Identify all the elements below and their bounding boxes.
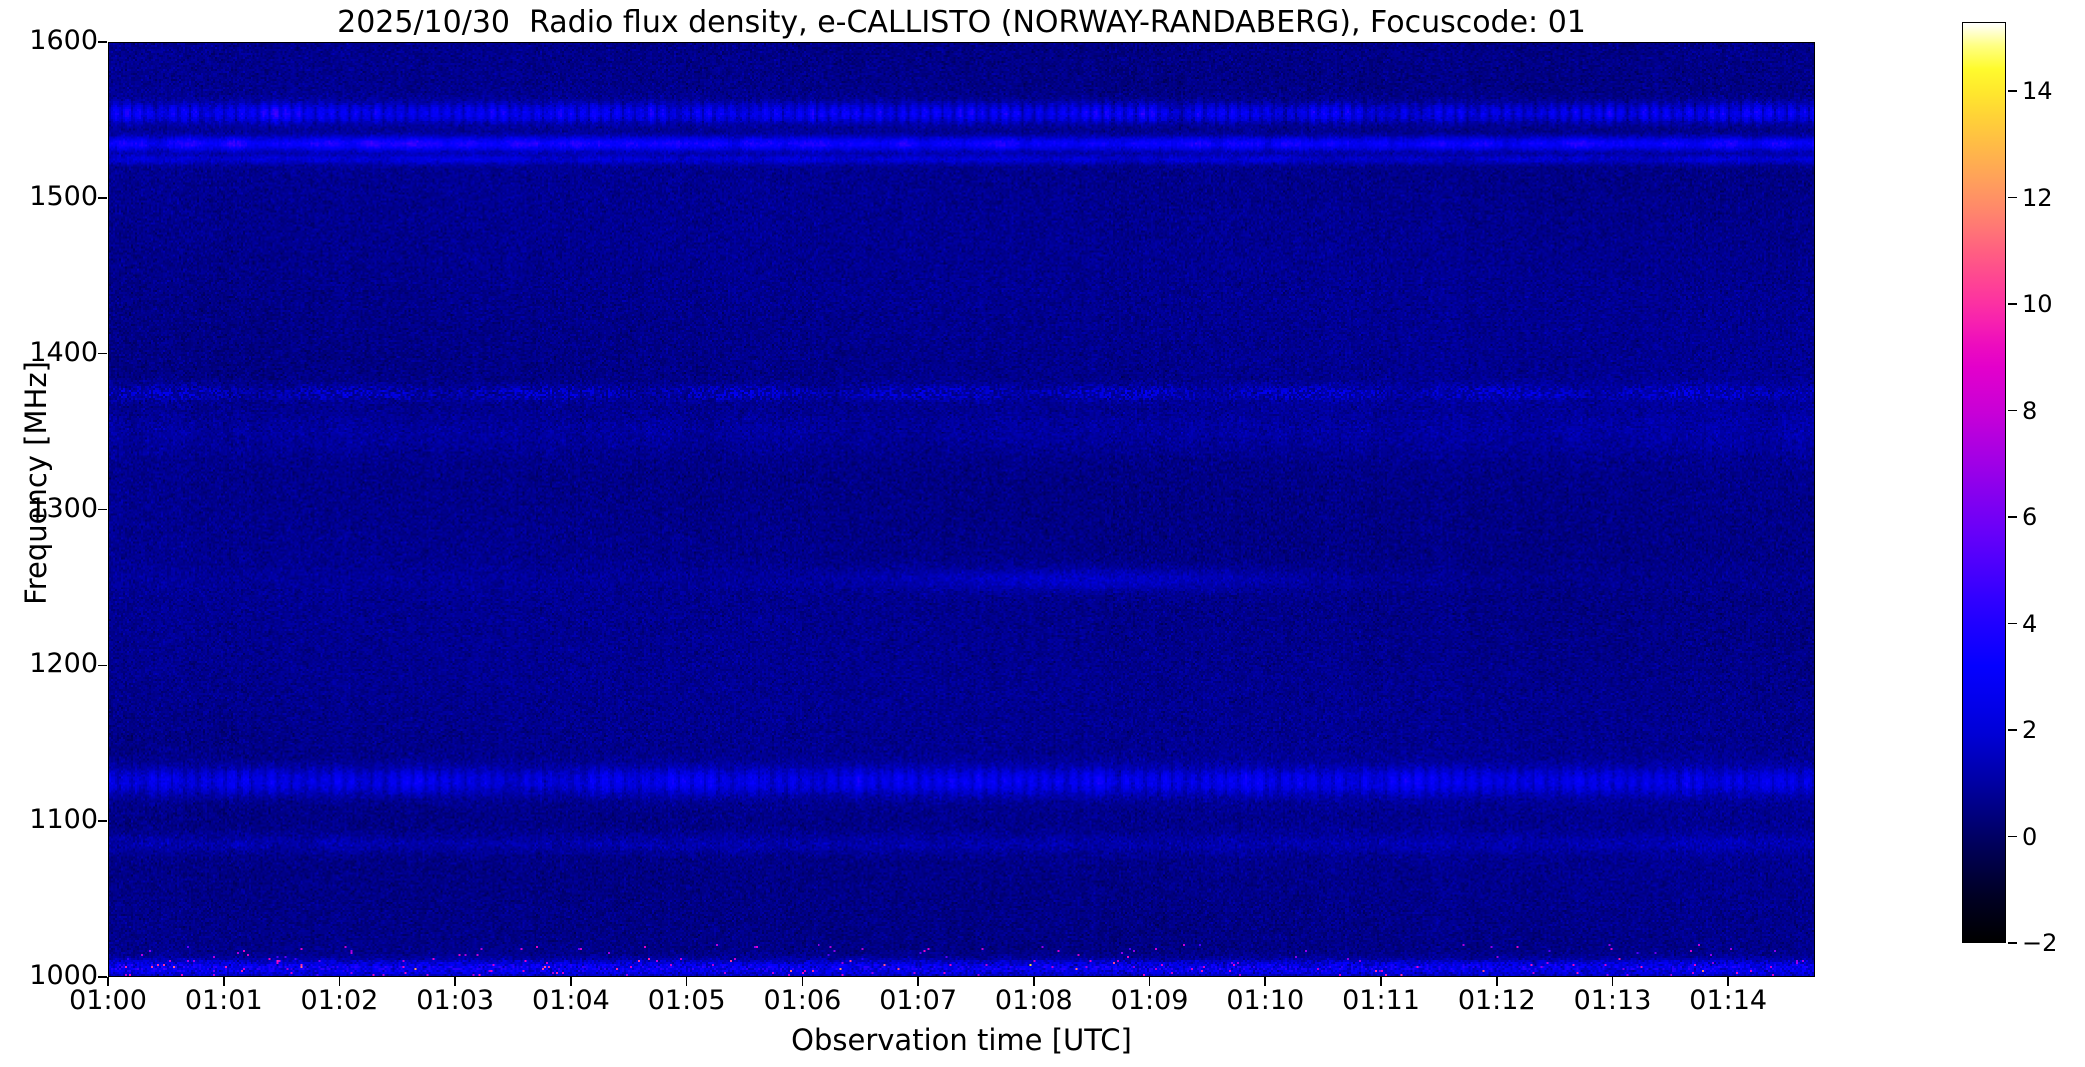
x-tick-label: 01:05 [647,985,726,1016]
x-tick-mark [454,977,456,986]
y-axis-label: Frequency [MHz] [19,361,53,605]
y-tick-mark [98,41,107,43]
x-tick-label: 01:04 [532,985,610,1016]
x-tick-label: 01:08 [994,985,1073,1016]
colorbar-tick-mark [2008,196,2017,199]
x-tick-label: 01:12 [1457,985,1536,1016]
spectrogram-plot-area[interactable] [108,42,1815,977]
colorbar-tick-label: −2 [2022,929,2058,957]
x-tick-mark [685,977,688,986]
x-tick-mark [570,977,572,986]
colorbar-tick-mark [2008,303,2017,305]
x-tick-mark [1033,977,1035,986]
x-tick-mark [338,977,341,986]
colorbar-tick-label: 12 [2022,183,2053,212]
x-tick-label: 01:03 [416,985,495,1016]
colorbar-tick-mark [2008,729,2017,731]
x-tick-label: 01:09 [1110,985,1189,1016]
colorbar-tick-label: 2 [2022,716,2038,745]
x-tick-mark [1380,977,1382,986]
x-tick-label: 01:07 [879,985,957,1016]
colorbar-tick-mark [2008,90,2017,92]
y-tick-label: 1400 [29,336,98,368]
spectrogram-pixels [109,43,1814,976]
y-tick-label: 1200 [29,648,98,680]
x-tick-label: 01:00 [69,985,147,1016]
y-tick-mark [98,352,107,355]
spectrogram-image [109,43,1814,976]
x-tick-mark [1148,977,1151,986]
x-tick-label: 01:14 [1689,985,1768,1016]
x-tick-label: 01:11 [1342,985,1420,1016]
x-tick-mark [1727,977,1729,986]
y-tick-mark [98,820,107,822]
y-tick-label: 1600 [29,25,98,56]
y-tick-mark [98,197,107,199]
y-tick-mark [98,976,107,978]
colorbar-tick-label: 14 [2022,77,2053,106]
y-tick-mark [98,508,107,511]
colorbar-tick-mark [2008,409,2017,412]
colorbar[interactable] [1962,22,2006,943]
colorbar-tick-label: 10 [2022,290,2053,319]
colorbar-tick-label: 6 [2022,503,2038,532]
colorbar-tick-label: 8 [2022,396,2038,425]
y-tick-mark [98,664,107,667]
x-tick-label: 01:06 [763,985,842,1016]
y-tick-label: 1300 [29,492,98,524]
colorbar-tick-label: 4 [2022,609,2038,638]
x-tick-mark [1264,977,1267,986]
colorbar-gradient [1963,23,2005,942]
x-axis-label: Observation time [UTC] [791,1023,1132,1057]
figure-title: 2025/10/30 Radio flux density, e-CALLIST… [337,5,1586,40]
y-tick-label: 1500 [29,180,98,212]
y-tick-label: 1000 [29,960,98,991]
x-tick-mark [222,977,225,986]
x-tick-mark [107,977,109,986]
x-tick-label: 01:13 [1573,985,1652,1016]
x-tick-mark [801,977,804,986]
colorbar-tick-label: 0 [2022,822,2038,851]
colorbar-tick-mark [2008,942,2017,944]
x-tick-mark [1495,977,1498,986]
x-tick-label: 01:01 [184,985,263,1016]
colorbar-tick-mark [2008,516,2017,518]
x-tick-mark [1611,977,1614,986]
x-tick-label: 01:02 [300,985,379,1016]
x-tick-label: 01:10 [1226,985,1305,1016]
colorbar-tick-mark [2008,622,2017,625]
colorbar-tick-mark [2008,835,2017,838]
x-tick-mark [917,977,919,986]
y-tick-label: 1100 [29,804,98,836]
